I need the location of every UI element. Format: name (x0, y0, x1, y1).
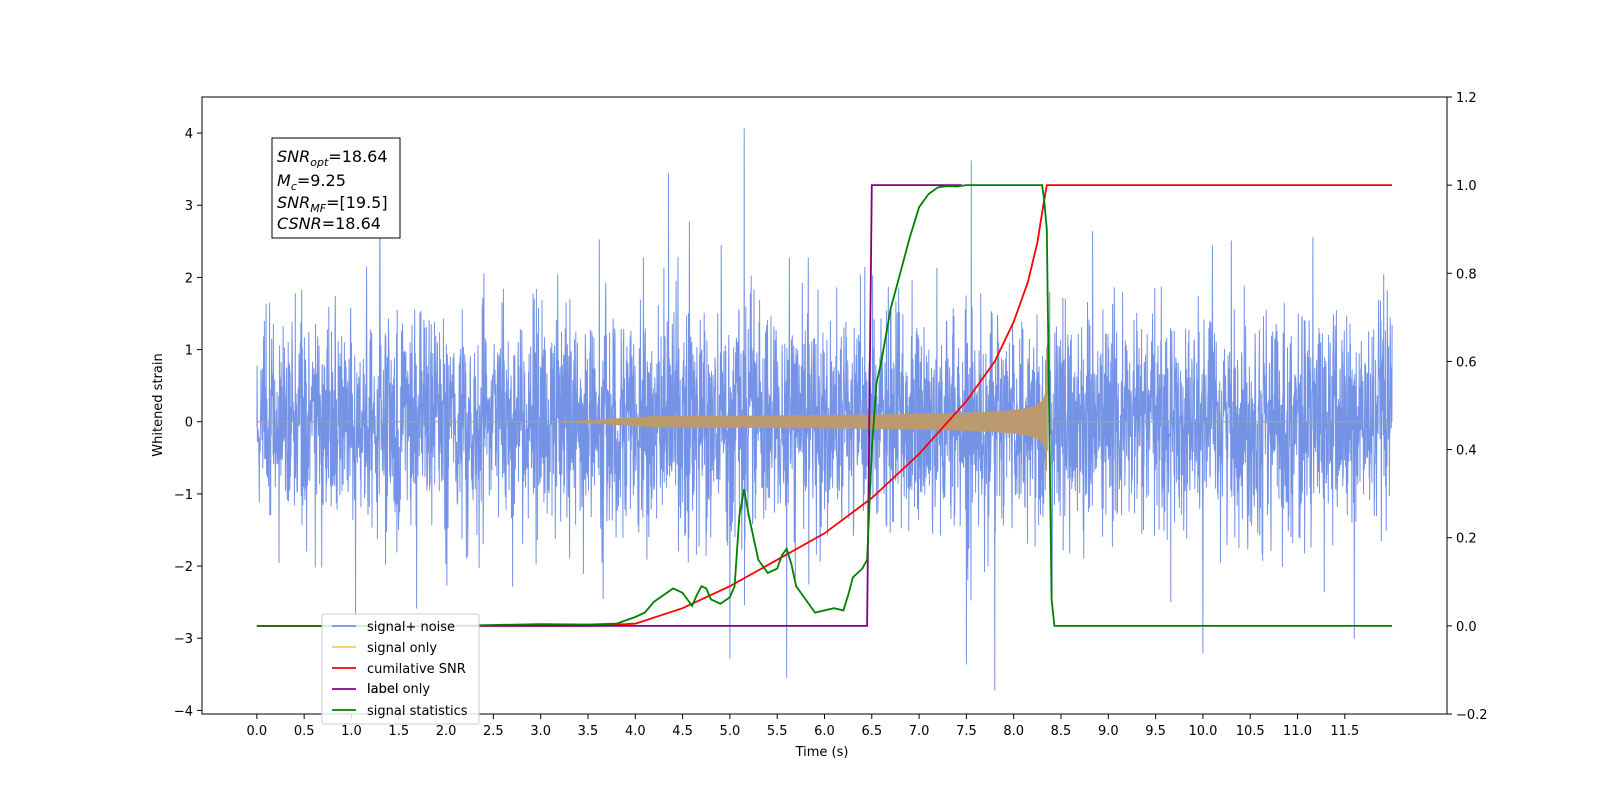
y-left-tick-label: 0 (185, 416, 193, 431)
x-tick-label: 9.0 (1098, 724, 1119, 739)
x-tick-label: 11.0 (1283, 724, 1312, 739)
x-tick-label: 0.5 (294, 724, 315, 739)
x-tick-label: 8.5 (1051, 724, 1072, 739)
x-tick-label: 6.0 (814, 724, 835, 739)
svg-text:SNRMF=[19.5]: SNRMF=[19.5] (277, 193, 388, 215)
x-tick-label: 10.5 (1236, 724, 1265, 739)
annotation-box: SNRopt=18.64 Mc=9.25 SNRMF=[19.5] CSNR=1… (271, 137, 401, 239)
y-left-axis-ticks: 4 3 2 1 0 −1 −2 −3 −4 (174, 127, 202, 719)
y-left-tick-label: −1 (174, 488, 193, 503)
x-tick-label: 1.0 (341, 724, 362, 739)
y-left-tick-label: 2 (185, 271, 193, 286)
y-right-tick-label: 0.6 (1456, 355, 1477, 370)
y-right-tick-label: 1.2 (1456, 91, 1477, 106)
x-tick-label: 8.0 (1003, 724, 1024, 739)
svg-text:Mc=9.25: Mc=9.25 (277, 171, 346, 193)
x-axis-ticks: 0.0 0.5 1.0 1.5 2.0 2.5 3.0 3.5 4.0 4.5 5.0 5.5 6.0 6… (247, 714, 1359, 739)
series-label (256, 184, 962, 627)
legend: label only signal+ noise signal only cum… (321, 613, 480, 725)
x-tick-label: 5.0 (720, 724, 741, 739)
series-signal-statistics (256, 184, 1393, 627)
x-tick-label: 10.0 (1188, 724, 1217, 739)
series-signal-noise (256, 128, 1393, 691)
legend-entry-signal-noise: signal+ noise (367, 620, 455, 635)
x-tick-label: 4.5 (672, 724, 693, 739)
svg-text:CSNR=18.64: CSNR=18.64 (277, 214, 381, 233)
x-tick-label: 0.0 (247, 724, 268, 739)
legend-entry-label: label (367, 682, 398, 697)
y-left-tick-label: −3 (174, 632, 193, 647)
y-left-tick-label: −4 (174, 704, 193, 719)
svg-text:SNRopt=18.64: SNRopt=18.64 (277, 147, 388, 169)
y-left-tick-label: 1 (185, 344, 193, 359)
x-axis-label: Time (s) (795, 745, 849, 760)
x-tick-label: 1.5 (388, 724, 409, 739)
x-tick-label: 4.0 (625, 724, 646, 739)
y-right-tick-label: 1.0 (1456, 179, 1477, 194)
legend-entry-cumulative-snr: cumilative SNR (367, 662, 466, 677)
x-tick-label: 5.5 (767, 724, 788, 739)
x-tick-label: 11.5 (1330, 724, 1359, 739)
x-tick-label: 2.5 (483, 724, 504, 739)
y-left-tick-label: 3 (185, 199, 193, 214)
y-right-tick-label: 0.8 (1456, 267, 1477, 282)
y-left-tick-label: −2 (174, 560, 193, 575)
y-right-tick-label: 0.0 (1456, 620, 1477, 635)
y-axis-label: Whitened strain (151, 353, 166, 456)
x-tick-label: 3.5 (578, 724, 599, 739)
y-right-tick-label: 0.4 (1456, 444, 1477, 459)
y-right-tick-label: −0.2 (1456, 708, 1488, 723)
x-tick-label: 2.0 (436, 724, 457, 739)
x-tick-label: 7.0 (909, 724, 930, 739)
y-left-tick-label: 4 (185, 127, 193, 142)
x-tick-label: 7.5 (956, 724, 977, 739)
x-tick-label: 3.0 (530, 724, 551, 739)
x-tick-label: 9.5 (1145, 724, 1166, 739)
y-right-tick-label: 0.2 (1456, 532, 1477, 547)
x-tick-label: 6.5 (861, 724, 882, 739)
legend-hidden-text: label only (367, 682, 430, 697)
y-right-axis-ticks: 1.2 1.0 0.8 0.6 0.4 0.2 0.0 −0.2 (1447, 91, 1488, 723)
legend-entry-signal-only: signal only (367, 641, 437, 656)
legend-entry-signal-statistics: signal statistics (367, 704, 468, 719)
series-signal-only (256, 347, 1393, 471)
plot-area (256, 128, 1393, 691)
